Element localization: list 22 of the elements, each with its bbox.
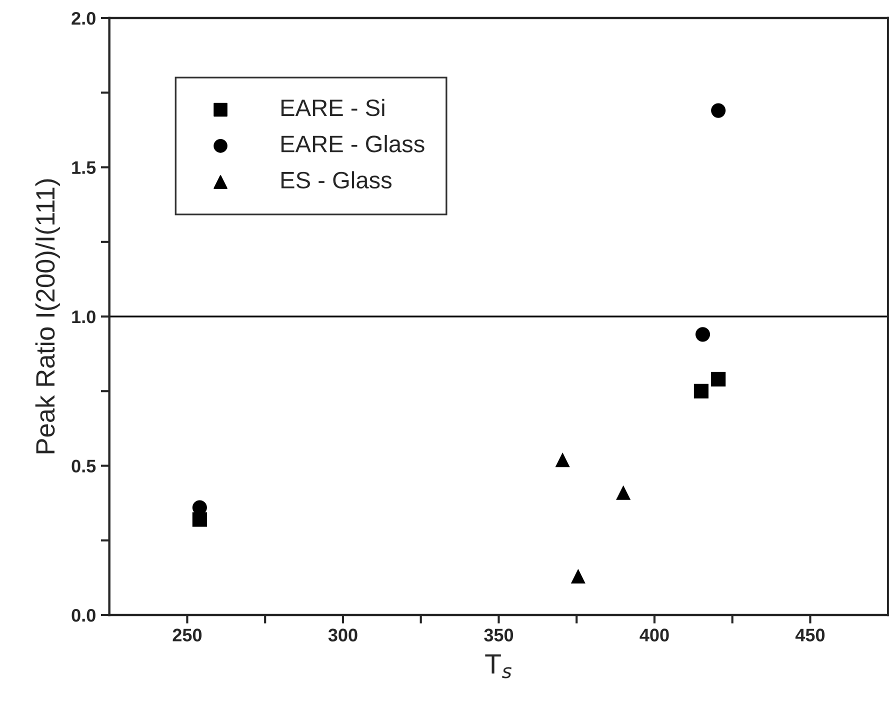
legend-label: ES - Glass [281, 171, 392, 189]
y-tick-label: 1.5 [72, 161, 96, 174]
point [711, 103, 726, 118]
text: 0.0 [72, 608, 96, 622]
y-tick-label: 1.0 [72, 310, 96, 324]
x-axis-title: T$_{s}$ [485, 654, 512, 678]
y-tick-label: 2.0 [72, 12, 96, 25]
legend-label: EARE - Glass [281, 135, 424, 152]
x-tick-label: 400 [640, 628, 669, 642]
x-tick-label: 300 [328, 628, 358, 642]
point [711, 372, 726, 386]
point [616, 485, 631, 500]
point [570, 568, 586, 584]
x-tick-label: 350 [484, 628, 514, 642]
point [694, 384, 708, 398]
point [555, 452, 570, 468]
y-tick-label: 0.5 [72, 460, 96, 472]
x-tick-label: 450 [795, 628, 825, 642]
x-tick-label: 250 [172, 628, 202, 642]
legend-label: EARE - Si [281, 98, 384, 116]
point [695, 327, 710, 342]
y-axis-title: Peak Ratio I(200)/I(111) [35, 179, 60, 454]
